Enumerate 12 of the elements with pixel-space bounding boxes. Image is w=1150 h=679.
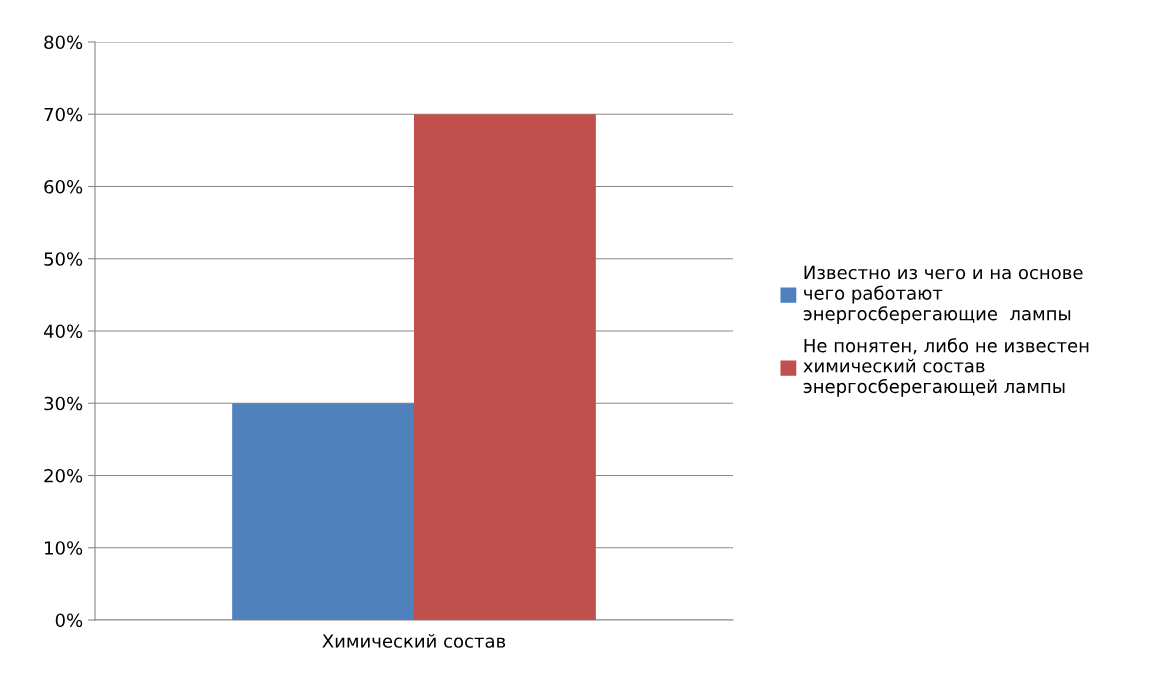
- y-tick-label: 0%: [55, 613, 83, 628]
- y-tick-label: 50%: [44, 252, 83, 266]
- y-tick-label: 80%: [44, 35, 83, 50]
- legend-label: Не понятен, либо не известен химический состав энергосберегающей лампы: [803, 338, 1089, 397]
- x-tick-label: Химический состав: [322, 633, 506, 648]
- y-tick-label: 70%: [44, 107, 83, 122]
- legend-label: Известно из чего и на основе чего работают энергосберегающие лампы: [803, 265, 1083, 324]
- y-tick-label: 10%: [45, 541, 83, 555]
- y-tick-label: 60%: [44, 179, 83, 194]
- y-tick-label: 40%: [43, 324, 83, 339]
- y-tick-label: 30%: [44, 396, 83, 411]
- y-tick-label: 20%: [44, 468, 83, 483]
